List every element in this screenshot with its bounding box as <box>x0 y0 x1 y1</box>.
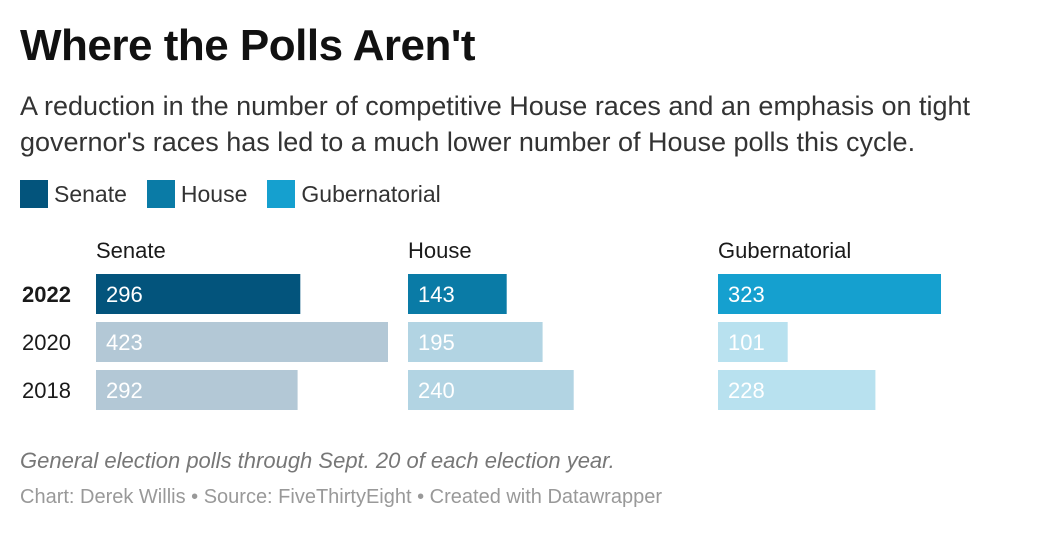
legend-swatch-senate <box>20 180 48 208</box>
chart-subtitle: A reduction in the number of competitive… <box>20 91 971 157</box>
bar-house-2020 <box>408 322 543 362</box>
year-label-2018: 2018 <box>22 378 71 403</box>
legend-label-house: House <box>180 180 248 207</box>
panel-header-house: House <box>408 238 472 263</box>
bar-house-2018 <box>408 370 574 410</box>
value-label-senate-2018: 292 <box>106 378 143 403</box>
bar-gubernatorial-2018 <box>718 370 876 410</box>
legend-item-gubernatorial: Gubernatorial <box>267 180 441 208</box>
bar-house-2022 <box>408 274 507 314</box>
chart-legend: Senate House Gubernatorial <box>20 180 461 208</box>
bar-senate-2018 <box>96 370 298 410</box>
bar-senate-2020 <box>96 322 388 362</box>
value-label-house-2018: 240 <box>418 378 455 403</box>
bar-gubernatorial-2022 <box>718 274 941 314</box>
legend-label-gubernatorial: Gubernatorial <box>301 180 441 207</box>
legend-label-senate: Senate <box>54 180 127 207</box>
legend-swatch-gubernatorial <box>267 180 296 208</box>
legend-swatch-house <box>146 180 175 208</box>
value-label-senate-2022: 296 <box>106 282 143 307</box>
bar-chart: 2022 2020 2018 Senate 296 423 292 House 143 195 24… <box>22 238 941 410</box>
value-label-gubernatorial-2020: 101 <box>728 330 765 355</box>
chart-title: Where the Polls Aren't <box>20 21 476 70</box>
year-label-2020: 2020 <box>22 330 71 355</box>
chart-note: General election polls through Sept. 20 … <box>20 448 615 473</box>
value-label-gubernatorial-2018: 228 <box>728 378 765 403</box>
bar-senate-2022 <box>96 274 301 314</box>
panel-header-gubernatorial: Gubernatorial <box>718 238 851 263</box>
value-label-gubernatorial-2022: 323 <box>728 282 765 307</box>
chart-credits: Chart: Derek Willis • Source: FiveThirty… <box>20 486 662 508</box>
value-label-senate-2020: 423 <box>106 330 143 355</box>
value-label-house-2020: 195 <box>418 330 455 355</box>
value-label-house-2022: 143 <box>418 282 455 307</box>
bar-gubernatorial-2020 <box>718 322 788 362</box>
year-label-2022: 2022 <box>22 282 71 307</box>
panel-header-senate: Senate <box>96 238 166 263</box>
legend-item-senate: Senate <box>20 180 127 208</box>
legend-item-house: House <box>146 180 248 208</box>
